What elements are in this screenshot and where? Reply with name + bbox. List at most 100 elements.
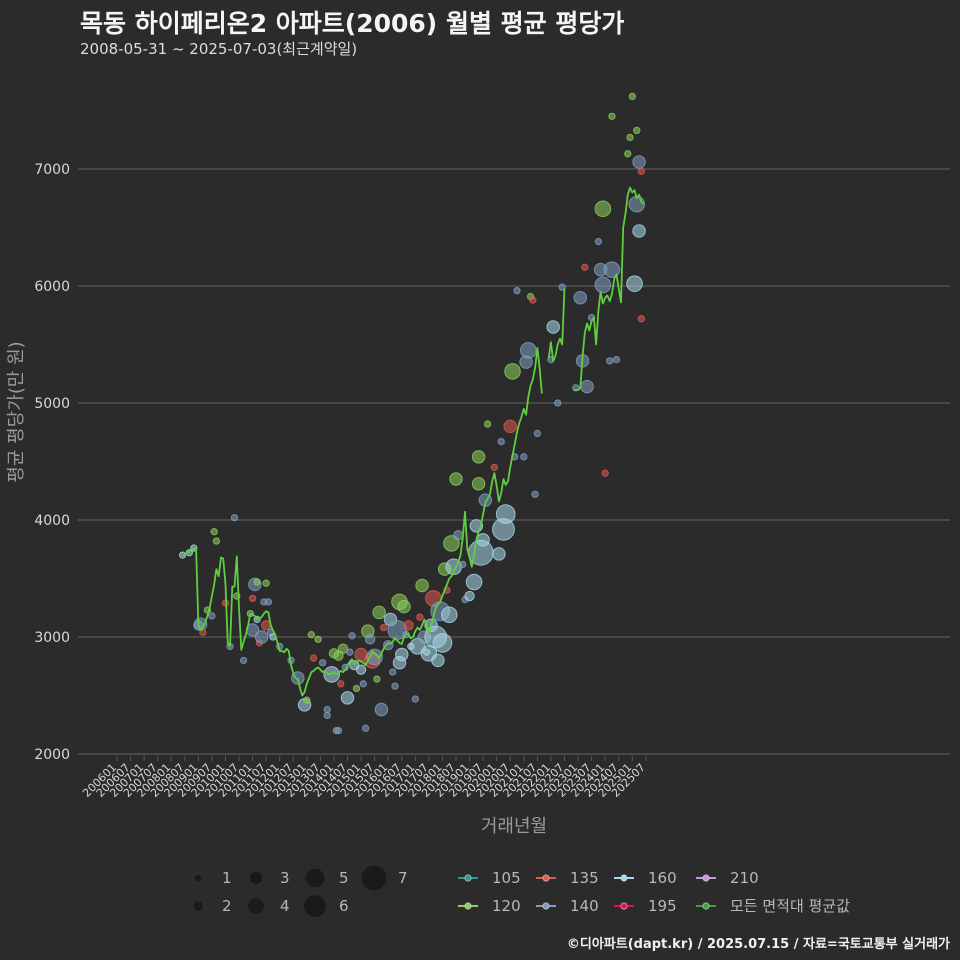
- data-point: [359, 680, 367, 688]
- data-point: [464, 590, 475, 602]
- data-point: [471, 476, 486, 491]
- data-point: [411, 695, 419, 703]
- data-point: [254, 630, 269, 644]
- data-point: [431, 653, 445, 668]
- area-legend-marker: [702, 874, 710, 882]
- data-point: [529, 296, 537, 304]
- size-legend-circle: [194, 874, 202, 882]
- data-point: [212, 537, 221, 545]
- data-point: [210, 528, 218, 536]
- size-legend-circle: [193, 901, 203, 911]
- data-point: [628, 92, 636, 101]
- data-point: [340, 691, 355, 705]
- data-point: [334, 726, 343, 735]
- data-point: [497, 437, 505, 446]
- data-point: [208, 612, 216, 620]
- size-legend-label: 7: [398, 869, 408, 887]
- data-point: [612, 356, 621, 364]
- data-point: [449, 472, 463, 486]
- data-point: [520, 453, 528, 461]
- data-point: [230, 514, 239, 522]
- data-point: [319, 659, 327, 667]
- size-legend: 1 2 3 4 5 6 7: [193, 865, 408, 917]
- data-point: [483, 420, 492, 428]
- data-point: [633, 126, 641, 135]
- data-point: [389, 668, 397, 676]
- data-point: [573, 290, 588, 305]
- data-point: [533, 429, 542, 438]
- data-point: [603, 261, 621, 278]
- size-legend-circle: [305, 868, 325, 888]
- data-point: [503, 419, 517, 434]
- data-point: [323, 666, 341, 683]
- data-point: [364, 634, 376, 645]
- chart-subtitle: 2008-05-31 ~ 2025-07-03(최근계약일): [80, 40, 358, 58]
- y-tick-label: 7000: [34, 162, 70, 178]
- area-legend-label: 120: [492, 897, 521, 915]
- data-point: [374, 702, 389, 717]
- area-legend-marker: [542, 874, 550, 882]
- area-legend-marker: [620, 874, 628, 882]
- data-point: [346, 648, 354, 656]
- data-point: [262, 579, 270, 587]
- size-legend-label: 1: [222, 869, 232, 887]
- area-legend: 105 120 135 140 160 195 210 모든 면적대 평균값: [458, 869, 850, 915]
- y-tick-label: 5000: [34, 396, 70, 412]
- data-point: [253, 578, 261, 586]
- average-line-layer: [182, 186, 645, 697]
- area-legend-label: 195: [648, 897, 677, 915]
- size-legend-label: 3: [280, 869, 290, 887]
- data-point: [337, 680, 345, 688]
- data-point: [495, 504, 516, 525]
- data-point: [397, 599, 411, 614]
- area-legend-label: 모든 면적대 평균값: [730, 897, 850, 915]
- data-point: [490, 463, 499, 472]
- points-layer: [178, 92, 646, 735]
- data-point: [372, 605, 386, 620]
- data-point: [323, 705, 331, 714]
- size-legend-label: 2: [222, 897, 232, 915]
- data-point: [355, 664, 367, 675]
- data-point: [348, 632, 356, 640]
- data-point: [403, 620, 414, 631]
- data-point: [309, 654, 318, 662]
- data-point: [373, 675, 381, 683]
- chart-title: 목동 하이페리온2 아파트(2006) 월별 평균 평당가: [80, 9, 625, 38]
- data-point: [531, 490, 539, 498]
- y-tick-label: 3000: [34, 630, 70, 646]
- area-legend-marker: [542, 902, 550, 910]
- data-point: [239, 656, 248, 665]
- data-point: [580, 379, 594, 394]
- y-tick-label: 2000: [34, 747, 70, 763]
- average-line: [182, 347, 543, 697]
- data-point: [395, 647, 409, 662]
- data-point: [264, 598, 273, 606]
- data-point: [637, 315, 645, 323]
- area-legend-marker: [702, 902, 710, 910]
- data-point: [594, 200, 612, 218]
- data-point: [601, 469, 609, 477]
- average-line: [573, 186, 645, 391]
- data-point: [632, 224, 646, 238]
- size-legend-circle: [249, 871, 263, 885]
- data-point: [352, 684, 361, 693]
- data-point: [554, 399, 562, 407]
- data-point: [520, 342, 537, 359]
- data-point: [471, 450, 486, 464]
- data-point: [440, 606, 458, 624]
- y-axis: 2000 3000 4000 5000 6000 7000: [34, 162, 70, 763]
- data-point: [307, 631, 316, 639]
- data-point: [637, 167, 645, 175]
- size-legend-circle: [361, 865, 387, 891]
- grid-layer: [78, 168, 950, 755]
- size-legend-circle: [248, 898, 264, 914]
- data-point: [594, 237, 603, 246]
- data-point: [608, 112, 616, 120]
- average-line: [547, 288, 566, 362]
- data-point: [459, 560, 467, 569]
- data-point: [513, 287, 521, 295]
- source-credit: ©디아파트(dapt.kr) / 2025.07.15 / 자료=국토교통부 실…: [566, 937, 950, 952]
- data-point: [415, 578, 429, 593]
- area-legend-marker: [464, 902, 472, 910]
- y-tick-label: 4000: [34, 513, 70, 529]
